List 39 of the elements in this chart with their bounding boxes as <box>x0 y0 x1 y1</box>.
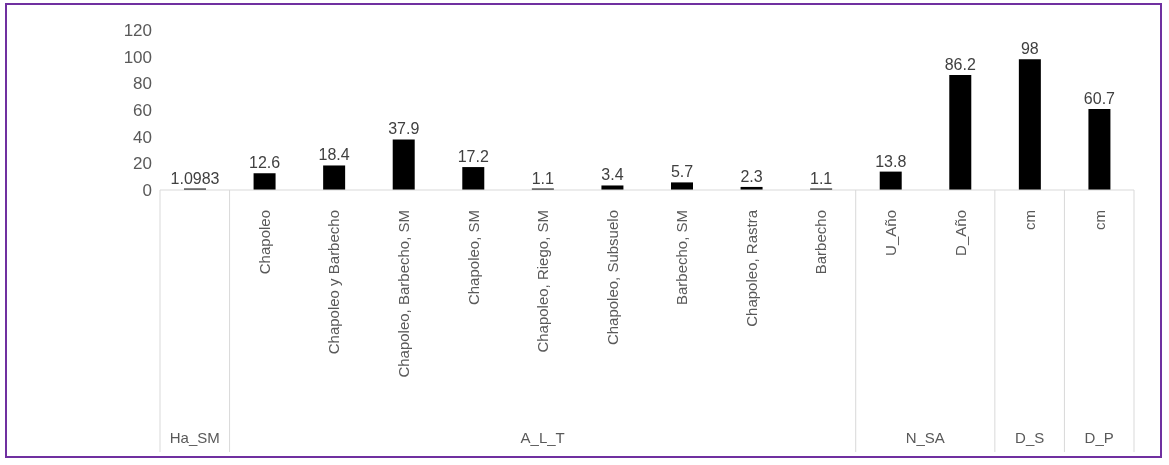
data-label: 1.1 <box>810 169 833 187</box>
data-label: 13.8 <box>875 152 907 170</box>
data-label: 5.7 <box>670 163 694 181</box>
text: N_SA <box>905 428 945 446</box>
x-tick-label: Chapoleo, Barbecho, SM <box>395 210 412 378</box>
x-tick-label: Chapoleo, Rastra <box>742 209 760 327</box>
data-label: 12.6 <box>249 154 281 172</box>
text: Ha_SM <box>169 428 220 446</box>
x-tick-label: U_Año <box>882 210 899 256</box>
data-label: 3.4 <box>601 166 624 184</box>
data-label: 60.7 <box>1083 90 1116 108</box>
text: D_S <box>1015 428 1045 446</box>
x-tick-label: Chapoleo, Riego, SM <box>534 210 552 353</box>
data-label: 17.2 <box>457 148 489 166</box>
data-label: 2.3 <box>740 167 763 185</box>
x-tick-label: cm <box>1090 210 1108 230</box>
data-label: 18.4 <box>318 146 350 164</box>
x-tick-label: Chapoleo, SM <box>464 210 482 306</box>
data-label: 37.9 <box>388 120 420 138</box>
x-tick-label: D_Año <box>951 210 969 256</box>
x-tick-label: cm <box>1021 210 1039 230</box>
data-label: 98 <box>1020 40 1039 58</box>
y-tick-label: 100 <box>123 47 152 67</box>
data-label: 1.0983 <box>170 169 220 187</box>
y-tick-label: 80 <box>133 74 152 94</box>
y-tick-label: 60 <box>133 101 152 121</box>
x-tick-label: Chapoleo y Barbecho <box>325 210 343 355</box>
x-tick-label: Barbecho <box>812 210 830 275</box>
x-tick-label: Chapoleo, Subsuelo <box>603 210 621 346</box>
x-tick-label: Barbecho, SM <box>673 210 691 306</box>
y-tick-label: 40 <box>133 127 152 147</box>
y-tick-label: 0 <box>142 181 152 201</box>
x-tick-label: Chapoleo <box>255 210 273 275</box>
y-tick-label: 120 <box>123 21 152 41</box>
y-tick-label: 20 <box>133 154 152 174</box>
text: A_L_T <box>520 428 565 446</box>
text: D_P <box>1084 428 1114 446</box>
data-label: 86.2 <box>944 56 976 74</box>
data-label: 1.1 <box>531 169 555 187</box>
